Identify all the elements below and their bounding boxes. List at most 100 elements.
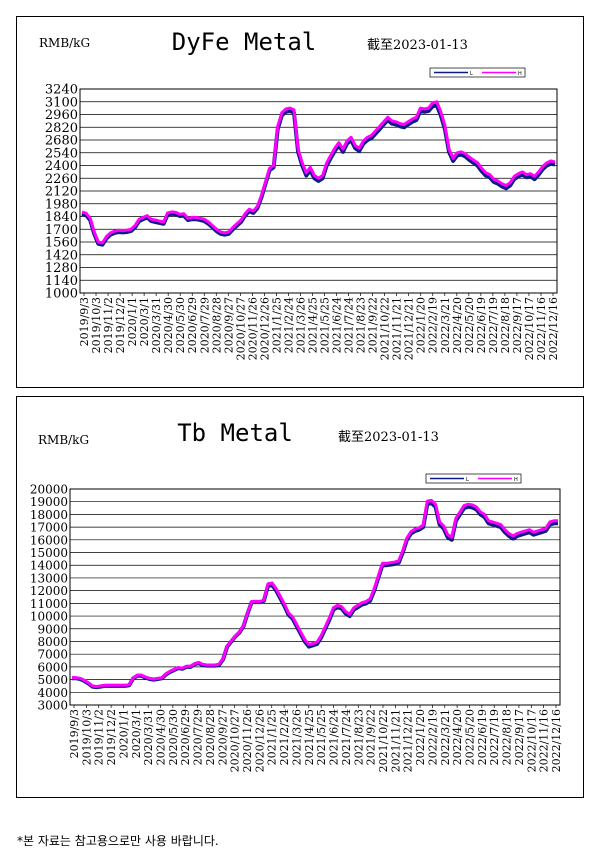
y-tick-label: 1560	[45, 236, 78, 251]
x-tick-label: 2020/7/29	[192, 709, 205, 765]
x-tick-label: 2022/1/20	[415, 297, 428, 353]
y-tick-label: 1700	[45, 223, 78, 238]
x-tick-label: 2019/9/3	[68, 709, 81, 758]
chart-title: Tb Metal	[177, 419, 293, 447]
y-tick-label: 13000	[30, 571, 68, 585]
x-tick-label: 2020/11/26	[241, 709, 254, 772]
chart-title: DyFe Metal	[172, 28, 317, 56]
x-tick-label: 2021/7/24	[340, 709, 353, 765]
x-tick-label: 2022/2/19	[426, 709, 439, 765]
x-tick-label: 2022/8/18	[499, 297, 512, 353]
x-tick-label: 2020/9/27	[222, 297, 235, 353]
x-tick-label: 2020/8/28	[210, 297, 223, 353]
x-tick-label: 2022/5/20	[463, 297, 476, 353]
plot-area-frame	[69, 488, 561, 706]
x-tick-label: 2022/4/20	[451, 297, 464, 353]
x-tick-label: 2021/2/24	[282, 297, 295, 353]
x-tick-label: 2020/6/29	[186, 297, 199, 353]
y-tick-label: 15000	[30, 546, 68, 560]
series-line-L	[81, 103, 556, 247]
x-tick-label: 2021/4/25	[303, 709, 316, 765]
x-tick-label: 2022/10/17	[523, 297, 536, 360]
x-tick-label: 2022/6/19	[475, 297, 488, 353]
x-tick-label: 2021/8/23	[355, 297, 368, 353]
x-tick-label: 2020/11/26	[246, 297, 259, 360]
x-tick-label: 2019/11/2	[102, 297, 115, 353]
x-tick-label: 2019/12/2	[105, 709, 118, 765]
y-tick-label: 10000	[30, 610, 68, 624]
y-tick-label: 2120	[45, 185, 78, 200]
x-tick-label: 2022/12/16	[550, 709, 563, 772]
x-tick-label: 2022/9/17	[513, 709, 526, 765]
x-tick-label: 2021/5/25	[315, 709, 328, 765]
y-tick-label: 9000	[37, 622, 68, 636]
x-tick-label: 2019/11/2	[93, 709, 106, 765]
y-tick-label: 4000	[37, 686, 68, 700]
x-tick-label: 2022/7/19	[487, 297, 500, 353]
x-tick-label: 2021/1/25	[270, 297, 283, 353]
legend-label-H: H	[514, 477, 518, 483]
x-tick-label: 2022/4/20	[451, 709, 464, 765]
x-tick-label: 2020/5/30	[174, 297, 187, 353]
y-tick-label: 18000	[30, 508, 68, 522]
x-tick-label: 2021/9/22	[367, 297, 380, 353]
x-tick-label: 2020/9/27	[216, 709, 229, 765]
y-tick-label: 2680	[45, 134, 78, 149]
legend-label-H: H	[518, 71, 522, 77]
y-axis-unit-label: RMB/kG	[38, 433, 89, 447]
chart-date-subtitle: 截至2023-01-13	[338, 430, 439, 445]
x-tick-label: 2021/7/24	[343, 297, 356, 353]
x-tick-label: 2022/5/20	[463, 709, 476, 765]
x-tick-label: 2022/7/19	[488, 709, 501, 765]
x-tick-label: 2021/9/22	[365, 709, 378, 765]
x-tick-label: 2020/4/30	[155, 709, 168, 765]
y-tick-label: 20000	[30, 483, 68, 497]
x-tick-label: 2020/3/31	[150, 297, 163, 353]
x-tick-label: 2020/12/26	[258, 297, 271, 360]
x-tick-label: 2021/3/26	[290, 709, 303, 765]
x-tick-label: 2020/10/27	[229, 709, 242, 772]
y-tick-label: 12000	[30, 584, 68, 598]
y-tick-label: 7000	[37, 648, 68, 662]
x-tick-label: 2020/3/31	[142, 709, 155, 765]
x-tick-label: 2022/12/16	[547, 297, 560, 360]
legend-label-L: L	[466, 477, 469, 483]
x-tick-label: 2019/10/3	[90, 297, 103, 353]
y-tick-label: 1420	[45, 248, 78, 263]
y-tick-label: 5000	[37, 673, 68, 687]
x-tick-label: 2020/1/1	[117, 709, 130, 758]
x-tick-label: 2020/3/1	[138, 297, 151, 346]
x-tick-label: 2020/5/30	[167, 709, 180, 765]
y-tick-label: 1140	[45, 274, 78, 289]
series-line-H	[81, 100, 556, 245]
x-tick-label: 2021/10/22	[379, 297, 392, 360]
y-tick-label: 2960	[45, 108, 78, 123]
tb-chart-panel: RMB/kG Tb Metal 截至2023-01-13 3000 4000 5000 60…	[16, 396, 584, 798]
x-tick-label: 2022/8/18	[501, 709, 514, 765]
tb-chart: RMB/kG Tb Metal 截至2023-01-13 30004000500060…	[30, 419, 563, 772]
x-tick-label: 2021/10/22	[377, 709, 390, 772]
x-tick-label: 2020/7/29	[198, 297, 211, 353]
x-tick-label: 2022/3/21	[439, 709, 452, 765]
y-tick-label: 1840	[45, 210, 78, 225]
disclaimer-footnote: *본 자료는 참고용으로만 사용 바랍니다.	[17, 834, 219, 848]
y-tick-label: 1980	[45, 197, 78, 212]
x-tick-label: 2021/5/25	[319, 297, 332, 353]
y-tick-label: 2260	[45, 172, 78, 187]
y-tick-label: 3240	[45, 83, 78, 98]
x-tick-label: 2020/12/26	[253, 709, 266, 772]
x-tick-label: 2021/4/25	[306, 297, 319, 353]
y-tick-label: 6000	[37, 660, 68, 674]
x-tick-label: 2020/1/1	[126, 297, 139, 346]
x-tick-label: 2022/6/19	[476, 709, 489, 765]
x-tick-label: 2019/9/3	[78, 297, 91, 346]
x-tick-label: 2021/8/23	[352, 709, 365, 765]
x-tick-label: 2019/10/3	[80, 709, 93, 765]
x-tick-label: 2022/9/17	[511, 297, 524, 353]
y-tick-label: 8000	[37, 635, 68, 649]
y-tick-label: 2400	[45, 159, 78, 174]
legend-box	[425, 473, 522, 484]
x-tick-label: 2021/11/21	[389, 709, 402, 772]
x-tick-label: 2022/2/19	[427, 297, 440, 353]
